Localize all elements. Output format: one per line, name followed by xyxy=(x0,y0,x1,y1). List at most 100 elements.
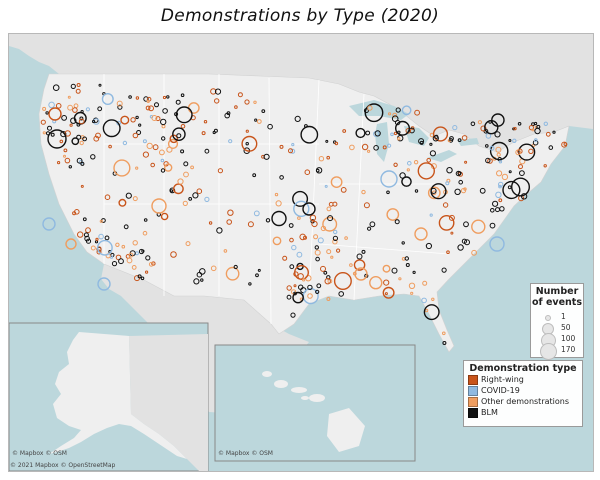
marker-blm[interactable] xyxy=(367,226,372,231)
marker-blm[interactable] xyxy=(193,278,200,285)
marker-blm[interactable] xyxy=(271,210,287,227)
marker-other[interactable] xyxy=(388,112,392,116)
marker-covid[interactable] xyxy=(204,196,210,202)
marker-right-wing[interactable] xyxy=(528,148,534,155)
marker-right-wing[interactable] xyxy=(311,220,318,228)
marker-right-wing[interactable] xyxy=(432,126,449,142)
marker-other[interactable] xyxy=(67,95,71,99)
marker-other[interactable] xyxy=(496,170,503,177)
marker-blm[interactable] xyxy=(47,129,67,149)
marker-covid[interactable] xyxy=(291,143,295,147)
marker-right-wing[interactable] xyxy=(297,273,304,280)
marker-right-wing[interactable] xyxy=(446,250,450,254)
marker-right-wing[interactable] xyxy=(170,251,177,258)
marker-blm[interactable] xyxy=(302,202,316,216)
marker-blm[interactable] xyxy=(82,217,87,222)
marker-other[interactable] xyxy=(67,104,73,111)
marker-blm[interactable] xyxy=(257,268,261,272)
marker-blm[interactable] xyxy=(117,104,123,110)
marker-blm[interactable] xyxy=(111,261,118,267)
marker-right-wing[interactable] xyxy=(196,188,203,194)
marker-covid[interactable] xyxy=(253,210,260,217)
marker-right-wing[interactable] xyxy=(245,129,249,133)
marker-blm[interactable] xyxy=(82,136,87,142)
marker-blm[interactable] xyxy=(176,133,182,139)
marker-covid[interactable] xyxy=(421,297,427,304)
marker-blm[interactable] xyxy=(502,180,521,200)
marker-right-wing[interactable] xyxy=(169,134,179,144)
marker-right-wing[interactable] xyxy=(332,201,338,207)
marker-covid[interactable] xyxy=(296,251,303,258)
marker-covid[interactable] xyxy=(160,158,165,163)
marker-blm[interactable] xyxy=(355,127,366,139)
marker-other[interactable] xyxy=(148,261,154,267)
marker-other[interactable] xyxy=(382,264,391,273)
marker-covid[interactable] xyxy=(42,217,56,231)
marker-right-wing[interactable] xyxy=(289,237,294,243)
marker-right-wing[interactable] xyxy=(120,115,130,125)
marker-right-wing[interactable] xyxy=(145,105,151,111)
marker-right-wing[interactable] xyxy=(203,120,208,124)
marker-covid[interactable] xyxy=(97,277,111,291)
marker-right-wing[interactable] xyxy=(93,135,100,142)
marker-right-wing[interactable] xyxy=(333,271,352,290)
marker-blm[interactable] xyxy=(470,121,476,127)
marker-other[interactable] xyxy=(427,186,441,200)
marker-other[interactable] xyxy=(146,142,153,150)
marker-other[interactable] xyxy=(496,152,501,157)
marker-right-wing[interactable] xyxy=(96,249,102,255)
marker-other[interactable] xyxy=(318,156,325,162)
marker-blm[interactable] xyxy=(332,235,338,241)
marker-blm[interactable] xyxy=(307,284,313,291)
marker-blm[interactable] xyxy=(161,136,166,141)
marker-other[interactable] xyxy=(223,249,228,253)
marker-right-wing[interactable] xyxy=(237,92,243,98)
marker-other[interactable] xyxy=(354,267,368,281)
marker-blm[interactable] xyxy=(174,112,179,117)
marker-blm[interactable] xyxy=(457,171,462,176)
marker-right-wing[interactable] xyxy=(342,129,347,133)
marker-blm[interactable] xyxy=(365,130,371,136)
marker-blm[interactable] xyxy=(61,115,67,121)
marker-other[interactable] xyxy=(349,263,353,267)
marker-right-wing[interactable] xyxy=(145,270,149,274)
marker-right-wing[interactable] xyxy=(414,109,421,116)
marker-blm[interactable] xyxy=(534,121,538,126)
marker-blm[interactable] xyxy=(143,96,149,102)
marker-blm[interactable] xyxy=(449,136,454,141)
marker-right-wing[interactable] xyxy=(210,88,217,95)
marker-other[interactable] xyxy=(115,242,120,248)
marker-blm[interactable] xyxy=(315,256,320,262)
marker-blm[interactable] xyxy=(517,122,522,126)
marker-right-wing[interactable] xyxy=(59,139,64,144)
marker-blm[interactable] xyxy=(267,123,273,130)
marker-blm[interactable] xyxy=(508,139,512,142)
marker-blm[interactable] xyxy=(102,119,121,138)
marker-right-wing[interactable] xyxy=(326,155,331,160)
marker-right-wing[interactable] xyxy=(130,117,136,123)
marker-right-wing[interactable] xyxy=(498,198,503,203)
marker-blm[interactable] xyxy=(135,115,139,120)
marker-blm[interactable] xyxy=(279,175,284,180)
marker-other[interactable] xyxy=(408,282,416,290)
marker-right-wing[interactable] xyxy=(545,131,551,137)
marker-blm[interactable] xyxy=(104,235,110,241)
marker-right-wing[interactable] xyxy=(63,148,68,153)
marker-right-wing[interactable] xyxy=(244,99,250,105)
marker-right-wing[interactable] xyxy=(64,157,71,164)
marker-other[interactable] xyxy=(326,297,331,301)
marker-other[interactable] xyxy=(349,144,355,151)
marker-blm[interactable] xyxy=(316,283,322,289)
marker-blm[interactable] xyxy=(214,88,222,95)
marker-blm[interactable] xyxy=(213,128,218,133)
marker-other[interactable] xyxy=(501,173,509,181)
marker-blm[interactable] xyxy=(233,264,238,270)
marker-blm[interactable] xyxy=(50,132,55,137)
marker-blm[interactable] xyxy=(300,125,319,144)
alaska-inset[interactable] xyxy=(9,322,209,471)
marker-blm[interactable] xyxy=(508,170,512,174)
marker-blm[interactable] xyxy=(401,241,405,245)
marker-right-wing[interactable] xyxy=(118,198,127,207)
marker-covid[interactable] xyxy=(390,132,394,137)
marker-other[interactable] xyxy=(65,238,77,250)
